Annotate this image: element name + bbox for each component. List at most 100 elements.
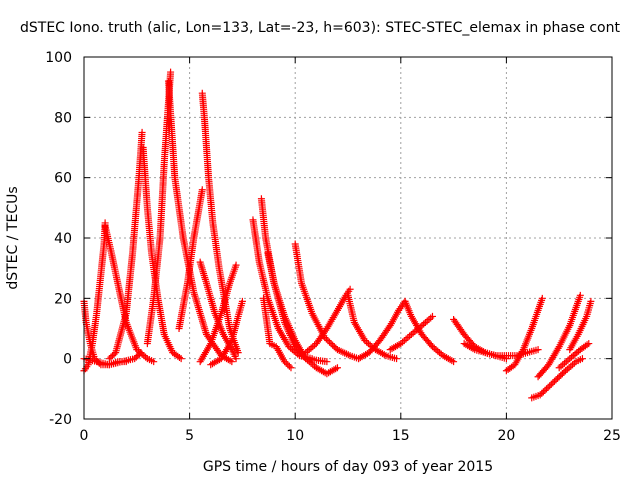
data-point [138, 128, 146, 136]
data-point [132, 353, 140, 361]
data-point [105, 355, 113, 363]
data-point [385, 323, 393, 331]
data-point [135, 350, 143, 358]
data-point [552, 376, 560, 384]
y-tick-label: 80 [54, 110, 72, 126]
data-point [282, 359, 290, 367]
tick-labels: 0 5 10 15 20 25 -20 0 20 40 60 80 100 [45, 50, 621, 444]
data-point [329, 341, 337, 349]
chart-title: dSTEC Iono. truth (alic, Lon=133, Lat=-2… [20, 20, 620, 36]
data-point [427, 341, 435, 349]
data-point [322, 335, 330, 343]
data-point [393, 355, 401, 363]
data-point [109, 352, 117, 360]
data-point [232, 261, 240, 269]
data-point [546, 382, 554, 390]
data-series [528, 355, 586, 402]
data-point [177, 355, 185, 363]
data-point [167, 68, 175, 76]
data-point [175, 353, 183, 361]
gridlines [84, 57, 612, 419]
data-point [576, 291, 584, 299]
data-point [287, 364, 295, 372]
data-point [550, 377, 558, 385]
data-point [326, 338, 334, 346]
data-point [134, 352, 142, 360]
x-tick-label: 0 [80, 428, 89, 444]
data-series [260, 294, 295, 372]
data-series [105, 128, 146, 363]
data-series [101, 222, 158, 366]
data-point [544, 383, 552, 391]
data-point [543, 385, 551, 393]
data-point [238, 297, 246, 305]
data-point [538, 294, 546, 302]
data-series [291, 240, 363, 363]
x-tick-label: 25 [603, 428, 621, 444]
data-series [386, 312, 436, 354]
x-tick-label: 10 [286, 428, 304, 444]
data-series [207, 297, 246, 369]
data-point [323, 358, 331, 366]
data-point [583, 341, 591, 349]
x-tick-label: 20 [497, 428, 515, 444]
y-tick-label: 40 [54, 231, 72, 247]
data-point [327, 340, 335, 348]
data-point [137, 349, 145, 357]
x-tick-label: 5 [185, 428, 194, 444]
x-axis-label: GPS time / hours of day 093 of year 2015 [203, 459, 493, 475]
data-point [324, 337, 332, 345]
data-point [557, 371, 565, 379]
data-point [536, 391, 544, 399]
data-point [549, 379, 557, 387]
y-tick-label: 100 [45, 50, 72, 66]
data-point [107, 353, 115, 361]
data-point [346, 285, 354, 293]
data-series [175, 186, 206, 332]
axis-ticks [83, 56, 613, 420]
data-point [578, 355, 586, 363]
data-point [281, 358, 289, 366]
data-point [333, 364, 341, 372]
data-series [555, 340, 593, 372]
data-series [534, 291, 584, 381]
data-point [232, 355, 240, 363]
data-series [355, 297, 409, 363]
data-series [344, 291, 401, 363]
data-point [150, 358, 158, 366]
data-point [428, 312, 436, 320]
y-axis-label: dSTEC / TECUs [5, 186, 21, 289]
data-point [555, 373, 563, 381]
data-series [264, 249, 341, 378]
data-point [547, 380, 555, 388]
data-point [284, 361, 292, 369]
data-point [539, 388, 547, 396]
data-point [285, 362, 293, 370]
data-series [566, 297, 595, 354]
data-point [534, 346, 542, 354]
y-tick-label: 60 [54, 171, 72, 187]
data-series [302, 285, 354, 357]
data-points [80, 68, 595, 402]
y-tick-label: -20 [49, 412, 72, 428]
data-point [198, 186, 206, 194]
data-point [450, 358, 458, 366]
data-series [502, 294, 546, 375]
x-tick-label: 15 [392, 428, 410, 444]
data-point [558, 370, 566, 378]
data-series [80, 219, 109, 375]
data-series [196, 261, 240, 366]
data-point [585, 340, 593, 348]
y-tick-label: 0 [63, 352, 72, 368]
data-point [234, 349, 242, 357]
y-tick-label: 20 [54, 291, 72, 307]
data-series [164, 77, 236, 366]
data-point [541, 386, 549, 394]
data-point [560, 368, 568, 376]
data-series [80, 349, 145, 369]
data-point [538, 389, 546, 397]
data-point [330, 343, 338, 351]
data-point [131, 355, 139, 363]
data-point [554, 374, 562, 382]
